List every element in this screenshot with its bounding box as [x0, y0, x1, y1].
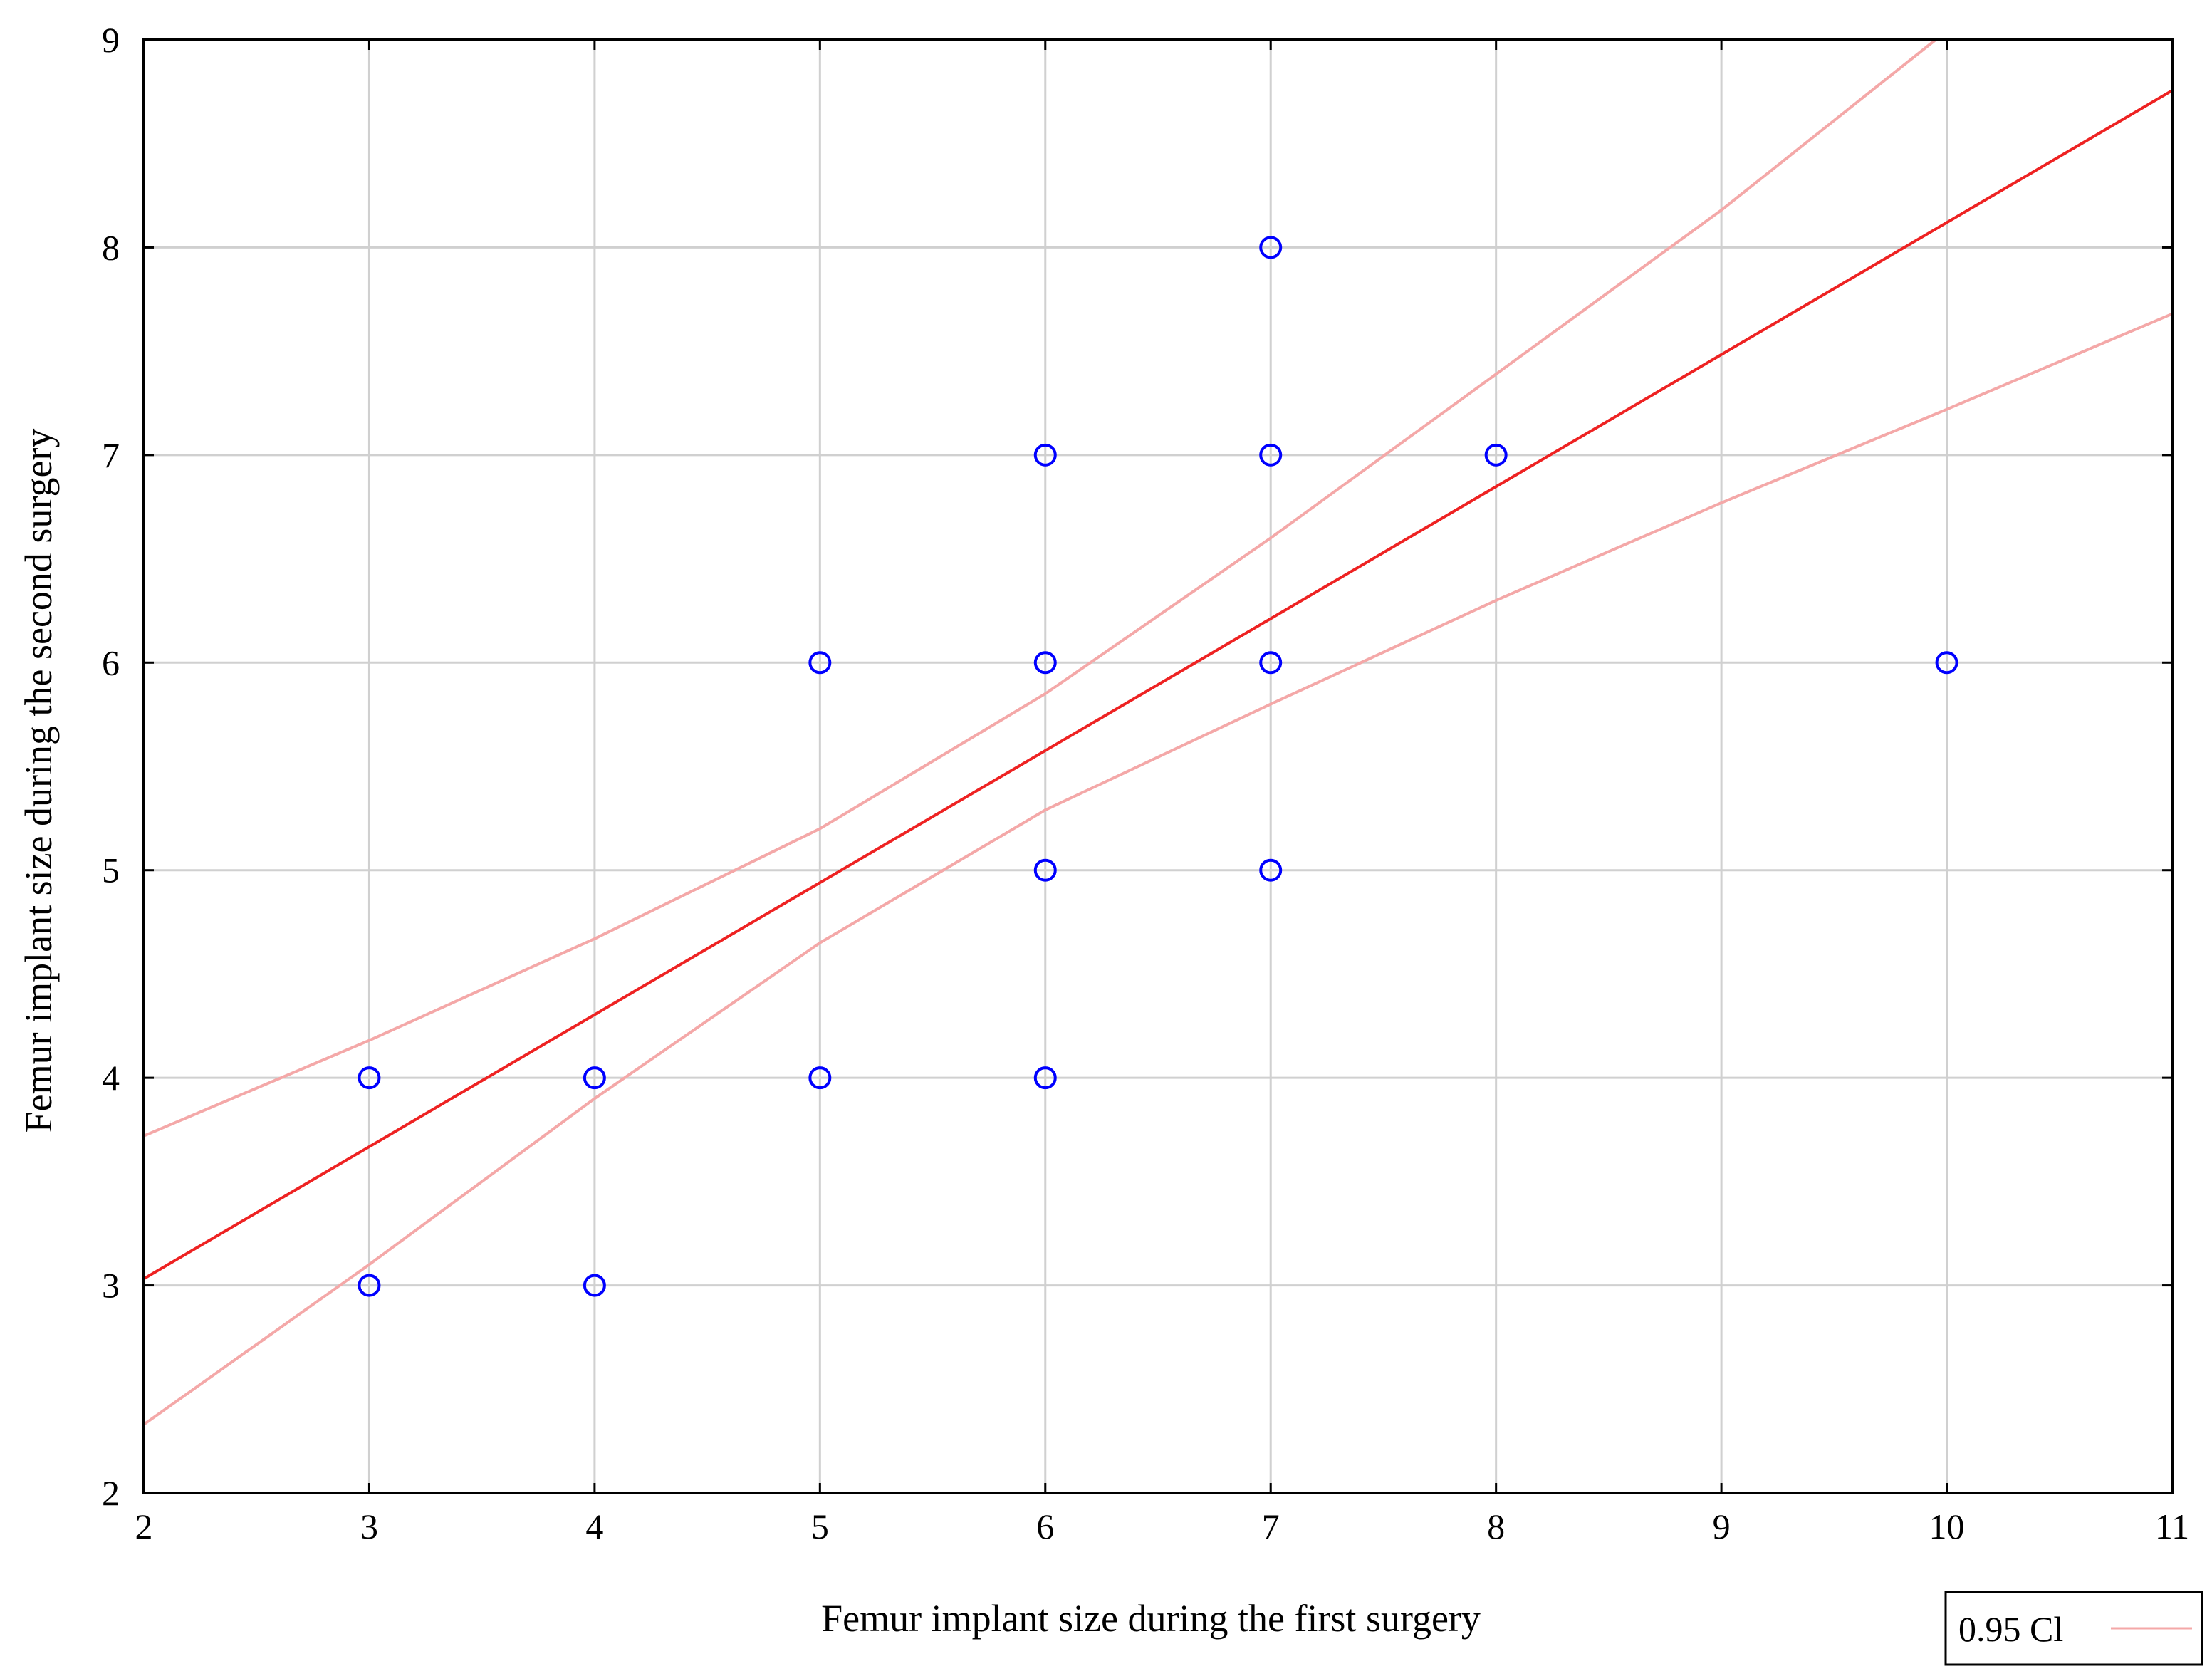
x-tick-label: 11: [2155, 1506, 2189, 1546]
y-tick-label: 3: [102, 1266, 120, 1306]
data-point: [1259, 443, 1283, 467]
confidence-band: [142, 38, 2173, 1426]
x-tick-label: 2: [135, 1506, 153, 1546]
ci-lower-line: [142, 312, 2173, 1426]
x-tick-label: 4: [585, 1506, 603, 1546]
axis-ticks: [142, 38, 2174, 1494]
y-tick-label: 2: [102, 1473, 120, 1513]
data-point: [1259, 236, 1283, 259]
regression-line: [142, 89, 2174, 1280]
data-point: [1259, 858, 1283, 882]
x-tick-label: 3: [360, 1506, 378, 1546]
y-tick-label: 8: [102, 227, 120, 267]
ci-upper-line: [143, 38, 1936, 1138]
x-tick-label: 9: [1713, 1506, 1731, 1546]
x-tick-label: 10: [1929, 1506, 1965, 1546]
data-point: [1033, 858, 1057, 882]
y-tick-labels: 2 3 4 5 6 7 8 9: [102, 20, 120, 1513]
x-tick-labels: 2 3 4 5 6 7 8 9 10 11: [135, 1506, 2190, 1546]
data-point: [1259, 651, 1283, 675]
regression-line-group: [142, 89, 2174, 1280]
x-tick-label: 5: [811, 1506, 829, 1546]
data-points: [358, 236, 1958, 1297]
data-point: [808, 1066, 832, 1090]
data-point: [1033, 443, 1057, 467]
legend: 0.95 Cl: [1944, 1591, 2203, 1666]
y-tick-label: 9: [102, 20, 120, 60]
data-point: [358, 1066, 381, 1090]
data-point: [358, 1274, 381, 1297]
y-tick-label: 4: [102, 1058, 120, 1098]
data-point: [583, 1274, 606, 1297]
grid: [144, 40, 2172, 1493]
data-point: [808, 651, 832, 675]
data-point: [1033, 1066, 1057, 1090]
data-point: [583, 1066, 606, 1090]
y-tick-label: 6: [102, 642, 120, 682]
y-tick-label: 7: [102, 435, 120, 475]
data-point: [1935, 651, 1958, 675]
x-axis-title: Femur implant size during the first surg…: [821, 1597, 1481, 1640]
x-tick-label: 6: [1036, 1506, 1054, 1546]
data-point: [1484, 443, 1508, 467]
y-tick-label: 5: [102, 850, 120, 890]
x-tick-label: 8: [1487, 1506, 1505, 1546]
plot-frame: [142, 38, 2174, 1494]
data-point: [1033, 651, 1057, 675]
legend-box: [1944, 1591, 2203, 1666]
x-tick-label: 7: [1262, 1506, 1280, 1546]
y-axis-title: Femur implant size during the second sur…: [17, 429, 60, 1133]
legend-label: 0.95 Cl: [1958, 1609, 2063, 1649]
